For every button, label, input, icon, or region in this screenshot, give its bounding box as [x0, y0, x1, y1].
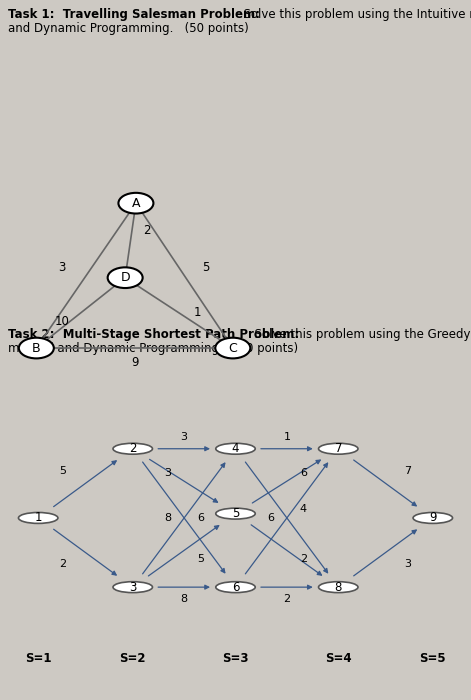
Text: 5: 5 — [232, 507, 239, 520]
Ellipse shape — [318, 582, 358, 593]
Text: S=1: S=1 — [25, 652, 51, 665]
Text: S=3: S=3 — [222, 652, 249, 665]
Text: 5: 5 — [202, 261, 210, 274]
Text: method and Dynamic Programming.   (50 points): method and Dynamic Programming. (50 poin… — [8, 342, 298, 355]
Text: and Dynamic Programming.   (50 points): and Dynamic Programming. (50 points) — [8, 22, 249, 35]
Text: S=5: S=5 — [420, 652, 446, 665]
Ellipse shape — [215, 337, 250, 358]
Text: 10: 10 — [55, 314, 69, 328]
Text: 8: 8 — [334, 580, 342, 594]
Text: D: D — [120, 271, 130, 284]
Text: 3: 3 — [58, 261, 65, 274]
Text: 3: 3 — [180, 432, 187, 442]
Text: C: C — [228, 342, 237, 355]
Text: S=2: S=2 — [120, 652, 146, 665]
Text: 9: 9 — [429, 512, 437, 524]
Ellipse shape — [216, 582, 255, 593]
Text: S=4: S=4 — [325, 652, 351, 665]
Text: 9: 9 — [131, 356, 138, 369]
Text: Solve this problem using the Intuitive method: Solve this problem using the Intuitive m… — [236, 8, 471, 21]
Text: Task 2:  Multi-Stage Shortest Path Problem:: Task 2: Multi-Stage Shortest Path Proble… — [8, 328, 299, 341]
Ellipse shape — [318, 443, 358, 454]
Ellipse shape — [216, 443, 255, 454]
Text: 3: 3 — [129, 580, 137, 594]
Text: 4: 4 — [300, 504, 307, 514]
Text: 2: 2 — [143, 223, 150, 237]
Text: A: A — [132, 197, 140, 210]
Text: 3: 3 — [405, 559, 412, 569]
Text: 2: 2 — [129, 442, 137, 455]
Ellipse shape — [18, 512, 58, 524]
Text: 4: 4 — [232, 442, 239, 455]
Text: B: B — [32, 342, 41, 355]
Ellipse shape — [113, 443, 153, 454]
Ellipse shape — [113, 582, 153, 593]
Text: 6: 6 — [300, 468, 307, 477]
Text: 6: 6 — [267, 513, 274, 523]
Text: 1: 1 — [194, 307, 202, 319]
Ellipse shape — [108, 267, 143, 288]
Ellipse shape — [413, 512, 453, 524]
Text: 5: 5 — [59, 466, 66, 477]
Text: 1: 1 — [284, 432, 291, 442]
Ellipse shape — [118, 193, 154, 214]
Text: Task 1:  Travelling Salesman Problem:: Task 1: Travelling Salesman Problem: — [8, 8, 260, 21]
Ellipse shape — [19, 337, 54, 358]
Text: 5: 5 — [197, 554, 204, 564]
Text: 1: 1 — [34, 512, 42, 524]
Text: 6: 6 — [197, 513, 204, 523]
Text: 7: 7 — [405, 466, 412, 477]
Text: Solve this problem using the Greedy: Solve this problem using the Greedy — [247, 328, 471, 341]
Text: 2: 2 — [284, 594, 291, 604]
Text: 8: 8 — [164, 513, 171, 523]
Ellipse shape — [216, 508, 255, 519]
Text: 7: 7 — [334, 442, 342, 455]
Text: 6: 6 — [232, 580, 239, 594]
Text: 2: 2 — [300, 554, 307, 564]
Text: 8: 8 — [180, 594, 187, 604]
Text: 3: 3 — [164, 468, 171, 477]
Text: 2: 2 — [59, 559, 66, 569]
